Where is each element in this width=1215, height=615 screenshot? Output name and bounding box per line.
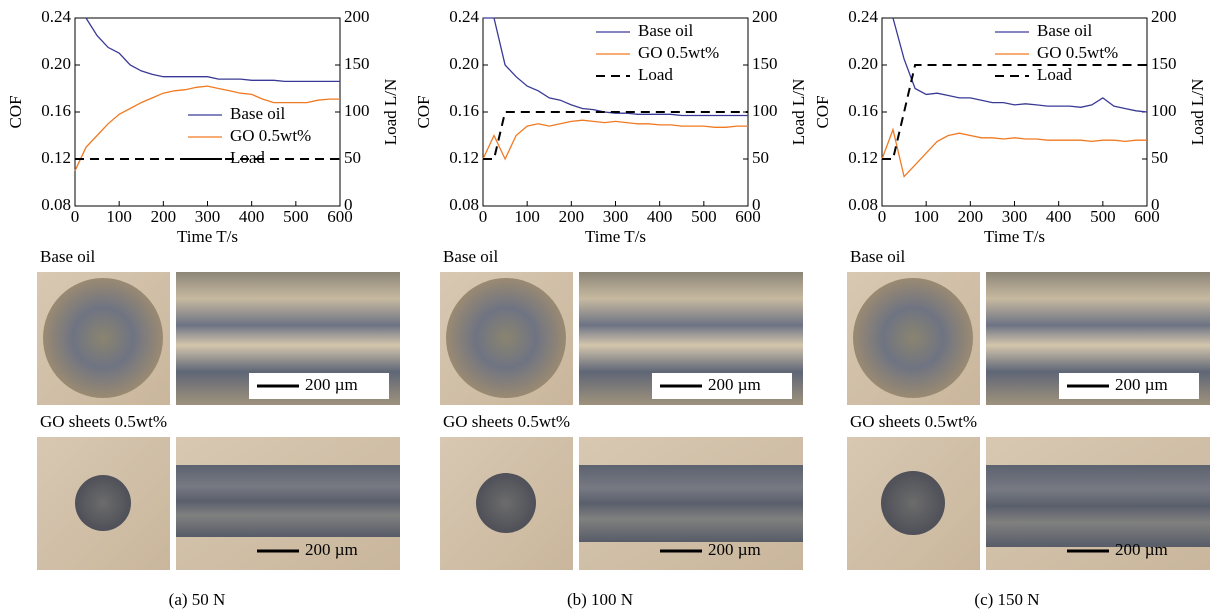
x-axis-label: Time T/s [984, 227, 1045, 246]
x-tick-label: 100 [514, 207, 540, 226]
series-line [483, 112, 748, 159]
series-line [86, 18, 340, 81]
x-tick-label: 500 [1090, 207, 1116, 226]
plot-frame [75, 18, 340, 206]
row-label: Base oil [40, 247, 96, 266]
row-label: GO sheets 0.5wt% [40, 412, 167, 431]
y-tick-label: 0.12 [848, 148, 878, 167]
y2-tick-label: 150 [344, 54, 370, 73]
wear-scar [43, 278, 163, 398]
x-tick-label: 100 [913, 207, 939, 226]
wear-scar [446, 278, 566, 398]
x-tick-label: 0 [71, 207, 80, 226]
y-tick-label: 0.24 [848, 7, 878, 26]
scale-label: 200 µm [1115, 375, 1168, 394]
scale-label: 200 µm [305, 375, 358, 394]
y2-tick-label: 150 [752, 54, 778, 73]
y2-tick-label: 50 [1151, 148, 1168, 167]
x-axis-label: Time T/s [585, 227, 646, 246]
scale-label: 200 µm [708, 375, 761, 394]
y-tick-label: 0.20 [449, 54, 479, 73]
x-tick-label: 600 [327, 207, 353, 226]
x-tick-label: 200 [958, 207, 984, 226]
x-tick-label: 500 [283, 207, 309, 226]
series-line [882, 130, 1147, 177]
figure: 0.08 0.12 0.16 0.20 0.24 0 50 100 150 200 0 100 200 3… [0, 0, 1215, 615]
scale-label: 200 µm [305, 540, 358, 559]
row-label: GO sheets 0.5wt% [850, 412, 977, 431]
y-tick-label: 0.16 [848, 101, 878, 120]
panel-caption: (a) 50 N [169, 590, 226, 609]
y-tick-label: 0.08 [848, 195, 878, 214]
x-tick-label: 400 [647, 207, 673, 226]
legend-label: Base oil [638, 21, 694, 40]
legend-label: Base oil [230, 104, 286, 123]
wear-scar [75, 475, 131, 531]
row-label: Base oil [443, 247, 499, 266]
x-tick-label: 0 [878, 207, 887, 226]
y2-tick-label: 100 [344, 101, 370, 120]
scale-label: 200 µm [708, 540, 761, 559]
legend-label: GO 0.5wt% [638, 43, 719, 62]
y2-axis-label: Load L/N [789, 79, 808, 146]
y2-tick-label: 200 [752, 7, 778, 26]
y-tick-label: 0.08 [41, 195, 71, 214]
wear-scar [853, 278, 973, 398]
wear-track [176, 465, 400, 537]
legend-label: Base oil [1037, 21, 1093, 40]
y2-axis-label: Load L/N [1188, 79, 1207, 146]
y-tick-label: 0.16 [449, 101, 479, 120]
series-line [483, 120, 748, 159]
series-line [882, 65, 1147, 159]
panel-caption: (b) 100 N [567, 590, 633, 609]
y2-tick-label: 100 [1151, 101, 1177, 120]
x-tick-label: 400 [239, 207, 265, 226]
y-tick-label: 0.12 [41, 148, 71, 167]
x-tick-label: 400 [1046, 207, 1072, 226]
wear-scar [881, 471, 945, 535]
panel-caption: (c) 150 N [974, 590, 1039, 609]
y2-tick-label: 50 [344, 148, 361, 167]
y2-axis-label: Load L/N [381, 79, 400, 146]
legend-label: Load [1037, 65, 1072, 84]
y-tick-label: 0.24 [449, 7, 479, 26]
x-tick-label: 600 [735, 207, 761, 226]
legend-label: Load [230, 148, 265, 167]
x-tick-label: 500 [691, 207, 717, 226]
wear-scar [476, 473, 536, 533]
y-tick-label: 0.08 [449, 195, 479, 214]
x-tick-label: 200 [559, 207, 585, 226]
y-axis-label: COF [6, 95, 25, 128]
wear-track [579, 465, 803, 542]
x-tick-label: 100 [106, 207, 132, 226]
legend-label: GO 0.5wt% [1037, 43, 1118, 62]
scale-label: 200 µm [1115, 540, 1168, 559]
x-axis-label: Time T/s [177, 227, 238, 246]
y2-tick-label: 50 [752, 148, 769, 167]
y2-tick-label: 200 [344, 7, 370, 26]
y2-tick-label: 200 [1151, 7, 1177, 26]
wear-track [986, 465, 1210, 547]
y-axis-label: COF [414, 95, 433, 128]
x-tick-label: 200 [151, 207, 177, 226]
y-tick-label: 0.24 [41, 7, 71, 26]
x-tick-label: 0 [479, 207, 488, 226]
y2-tick-label: 100 [752, 101, 778, 120]
x-tick-label: 300 [195, 207, 221, 226]
y-tick-label: 0.16 [41, 101, 71, 120]
y-tick-label: 0.20 [41, 54, 71, 73]
y2-tick-label: 150 [1151, 54, 1177, 73]
legend-label: Load [638, 65, 673, 84]
x-tick-label: 600 [1134, 207, 1160, 226]
x-tick-label: 300 [603, 207, 629, 226]
x-tick-label: 300 [1002, 207, 1028, 226]
y-tick-label: 0.20 [848, 54, 878, 73]
legend-label: GO 0.5wt% [230, 126, 311, 145]
row-label: Base oil [850, 247, 906, 266]
y-axis-label: COF [813, 95, 832, 128]
y-tick-label: 0.12 [449, 148, 479, 167]
row-label: GO sheets 0.5wt% [443, 412, 570, 431]
